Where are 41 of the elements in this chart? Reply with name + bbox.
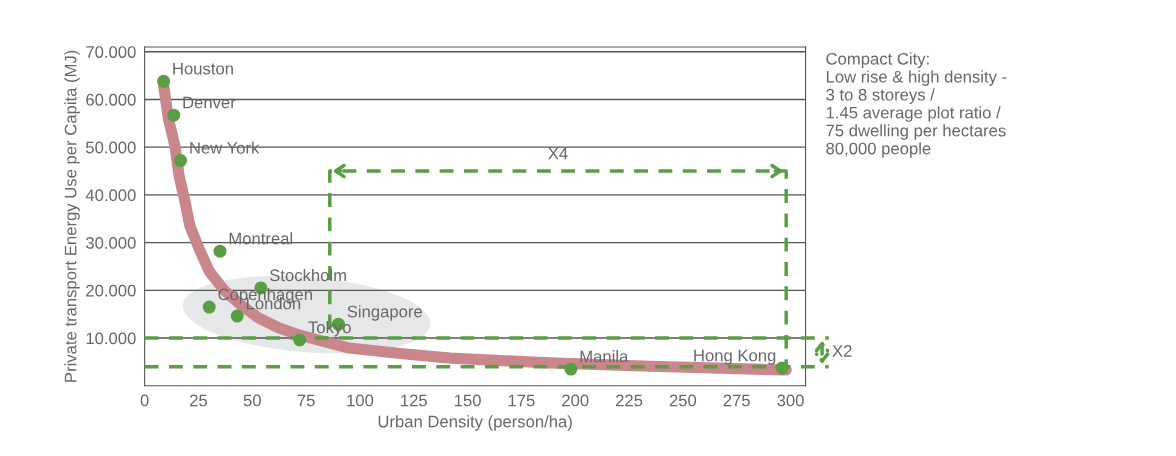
point <box>564 362 578 376</box>
y-tick-label: 60.000 <box>86 93 136 106</box>
x-tick-label: 175 <box>508 394 535 407</box>
x-tick-label: 200 <box>562 394 589 407</box>
point <box>293 333 307 347</box>
x-tick-label: 225 <box>615 394 643 407</box>
point <box>213 244 227 258</box>
series-label: Houston <box>173 62 233 75</box>
point <box>202 300 216 314</box>
x-tick-label: 75 <box>297 394 315 407</box>
series-label: Singapore <box>347 305 422 321</box>
annotation: X4 <box>548 147 568 160</box>
x-axis-title: Urban Density (person/ha) <box>378 415 572 431</box>
series-label: Manila <box>580 350 629 363</box>
series-label: Denver <box>183 96 236 109</box>
point <box>775 361 789 375</box>
x-tick-label: 25 <box>190 394 208 407</box>
y-tick-label: 20.000 <box>86 284 136 297</box>
series-label: Tokyo <box>308 320 351 337</box>
point <box>174 154 188 168</box>
x-tick-label: 150 <box>454 394 481 407</box>
y-tick-label: 30.000 <box>85 237 136 249</box>
y-tick-label: 40.000 <box>85 189 136 202</box>
point <box>157 74 171 88</box>
x-tick-label: 50 <box>243 394 261 407</box>
series-label: Hong Kong <box>694 349 776 365</box>
text: X2 <box>832 345 852 357</box>
y-tick-label: 50.000 <box>86 141 136 154</box>
series-label: Montreal <box>229 232 293 245</box>
y-tick-label: 70.000 <box>86 46 136 58</box>
x-tick-label: 300 <box>777 394 804 407</box>
point <box>230 309 244 323</box>
y-tick-label: 10.000 <box>86 332 136 345</box>
x-tick-label: 0 <box>140 394 149 407</box>
text: Compact City: Low rise & high density - 3 to 8 storeys / 1.45 average plot ratio / 75 dwelling per hectares 80,000 people <box>826 52 1007 158</box>
y-axis-title: Private transport Energy Use per Capita (MJ) <box>64 50 80 382</box>
x-tick-label: 100 <box>347 394 374 407</box>
x-tick-label: 125 <box>401 394 427 407</box>
x-tick-label: 250 <box>669 394 697 407</box>
x-tick-label: 275 <box>723 394 750 407</box>
point <box>167 108 181 122</box>
